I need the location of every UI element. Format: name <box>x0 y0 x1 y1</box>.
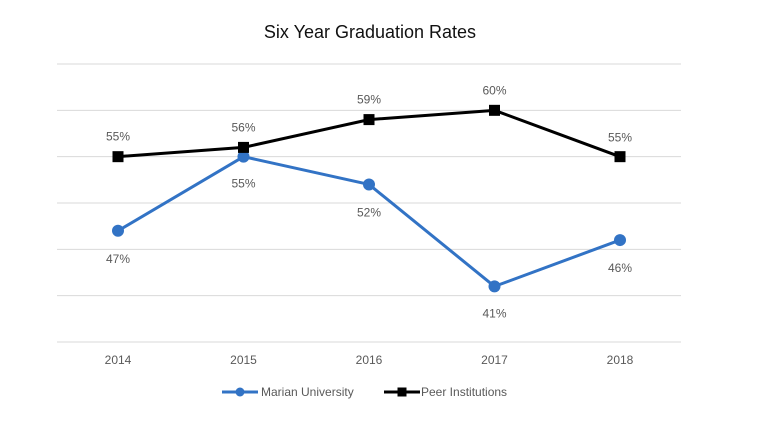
chart-title: Six Year Graduation Rates <box>264 22 476 42</box>
x-tick-label: 2017 <box>481 353 508 367</box>
legend: Marian University Peer Institutions <box>222 385 507 399</box>
data-point <box>237 150 250 163</box>
data-label: 55% <box>608 131 632 145</box>
data-point <box>112 224 124 237</box>
data-point <box>112 151 124 163</box>
data-label: 47% <box>106 252 130 266</box>
data-point <box>489 104 500 116</box>
data-point <box>363 178 375 191</box>
legend-item: Marian University <box>222 385 354 399</box>
series-line <box>117 155 621 288</box>
series-marian-university: 47% 55% 52% 41% 46% <box>106 150 632 320</box>
data-label: 46% <box>608 261 632 275</box>
x-axis: 2014 2015 2016 2017 2018 <box>105 353 634 367</box>
legend-marker <box>235 387 245 397</box>
legend-item: Peer Institutions <box>384 385 507 399</box>
legend-label: Peer Institutions <box>421 385 507 399</box>
series-peer-institutions: 55% 56% 59% 60% 55% <box>106 83 632 163</box>
gridlines <box>57 63 681 343</box>
data-label: 52% <box>357 205 381 219</box>
legend-label: Marian University <box>261 385 354 399</box>
data-label: 60% <box>482 83 506 97</box>
series-layer: 47% 55% 52% 41% 46% 55% 56% 59% 60% 55% <box>106 83 632 320</box>
data-point <box>614 151 626 163</box>
data-point <box>488 280 501 293</box>
data-label: 55% <box>231 177 255 191</box>
data-point <box>363 114 375 126</box>
data-point <box>614 234 626 247</box>
x-tick-label: 2018 <box>607 353 634 367</box>
data-label: 41% <box>482 306 506 320</box>
x-tick-label: 2016 <box>356 353 383 367</box>
x-tick-label: 2014 <box>105 353 132 367</box>
data-label: 55% <box>106 130 130 144</box>
data-label: 56% <box>231 120 255 134</box>
data-point <box>238 141 249 153</box>
data-label: 59% <box>357 93 381 107</box>
legend-marker <box>397 387 407 397</box>
x-tick-label: 2015 <box>230 353 257 367</box>
